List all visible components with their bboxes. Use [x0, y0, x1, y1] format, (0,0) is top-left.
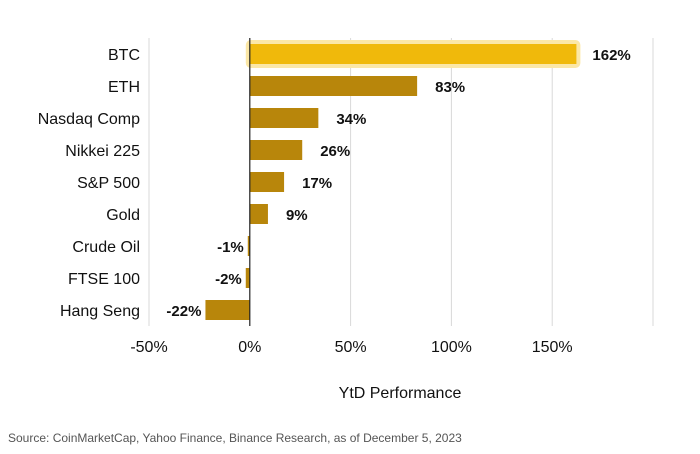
x-tick-label: 0% [238, 339, 261, 356]
x-tick-label: -50% [130, 339, 167, 356]
x-tick-label: 150% [532, 339, 573, 356]
value-label: 17% [302, 175, 332, 192]
value-label: 9% [286, 207, 308, 224]
value-label: 162% [592, 47, 630, 64]
bar-crude-oil [247, 236, 250, 256]
value-label: 34% [336, 111, 366, 128]
value-label: -22% [166, 303, 201, 320]
category-label: S&P 500 [77, 175, 140, 192]
value-label: 26% [320, 143, 350, 160]
bar-gold [249, 204, 268, 224]
bars [205, 38, 581, 326]
value-label: -2% [215, 271, 242, 288]
category-label: Crude Oil [72, 239, 140, 256]
bar-eth [249, 76, 418, 96]
source-note: Source: CoinMarketCap, Yahoo Finance, Bi… [8, 431, 462, 445]
category-label: Nasdaq Comp [38, 111, 140, 128]
bar-ftse-100 [245, 268, 250, 288]
x-tick-label: 50% [335, 339, 367, 356]
x-axis-title: YtD Performance [339, 385, 462, 402]
labels: -50% 0% 50% 100% 150% BTC 162% ETH 83% Nasdaq Com… [38, 47, 631, 356]
category-label: ETH [108, 79, 140, 96]
bar-hang-seng [205, 300, 250, 320]
bar-nasdaq-comp [249, 108, 319, 128]
category-label: Nikkei 225 [65, 143, 140, 160]
category-label: Hang Seng [60, 303, 140, 320]
bar-s-p-500 [249, 172, 285, 192]
bar-nikkei-225 [249, 140, 303, 160]
value-label: 83% [435, 79, 465, 96]
bar-btc [249, 44, 577, 64]
x-tick-label: 100% [431, 339, 472, 356]
category-label: Gold [106, 207, 140, 224]
value-label: -1% [217, 239, 244, 256]
category-label: BTC [108, 47, 140, 64]
category-label: FTSE 100 [68, 271, 140, 288]
